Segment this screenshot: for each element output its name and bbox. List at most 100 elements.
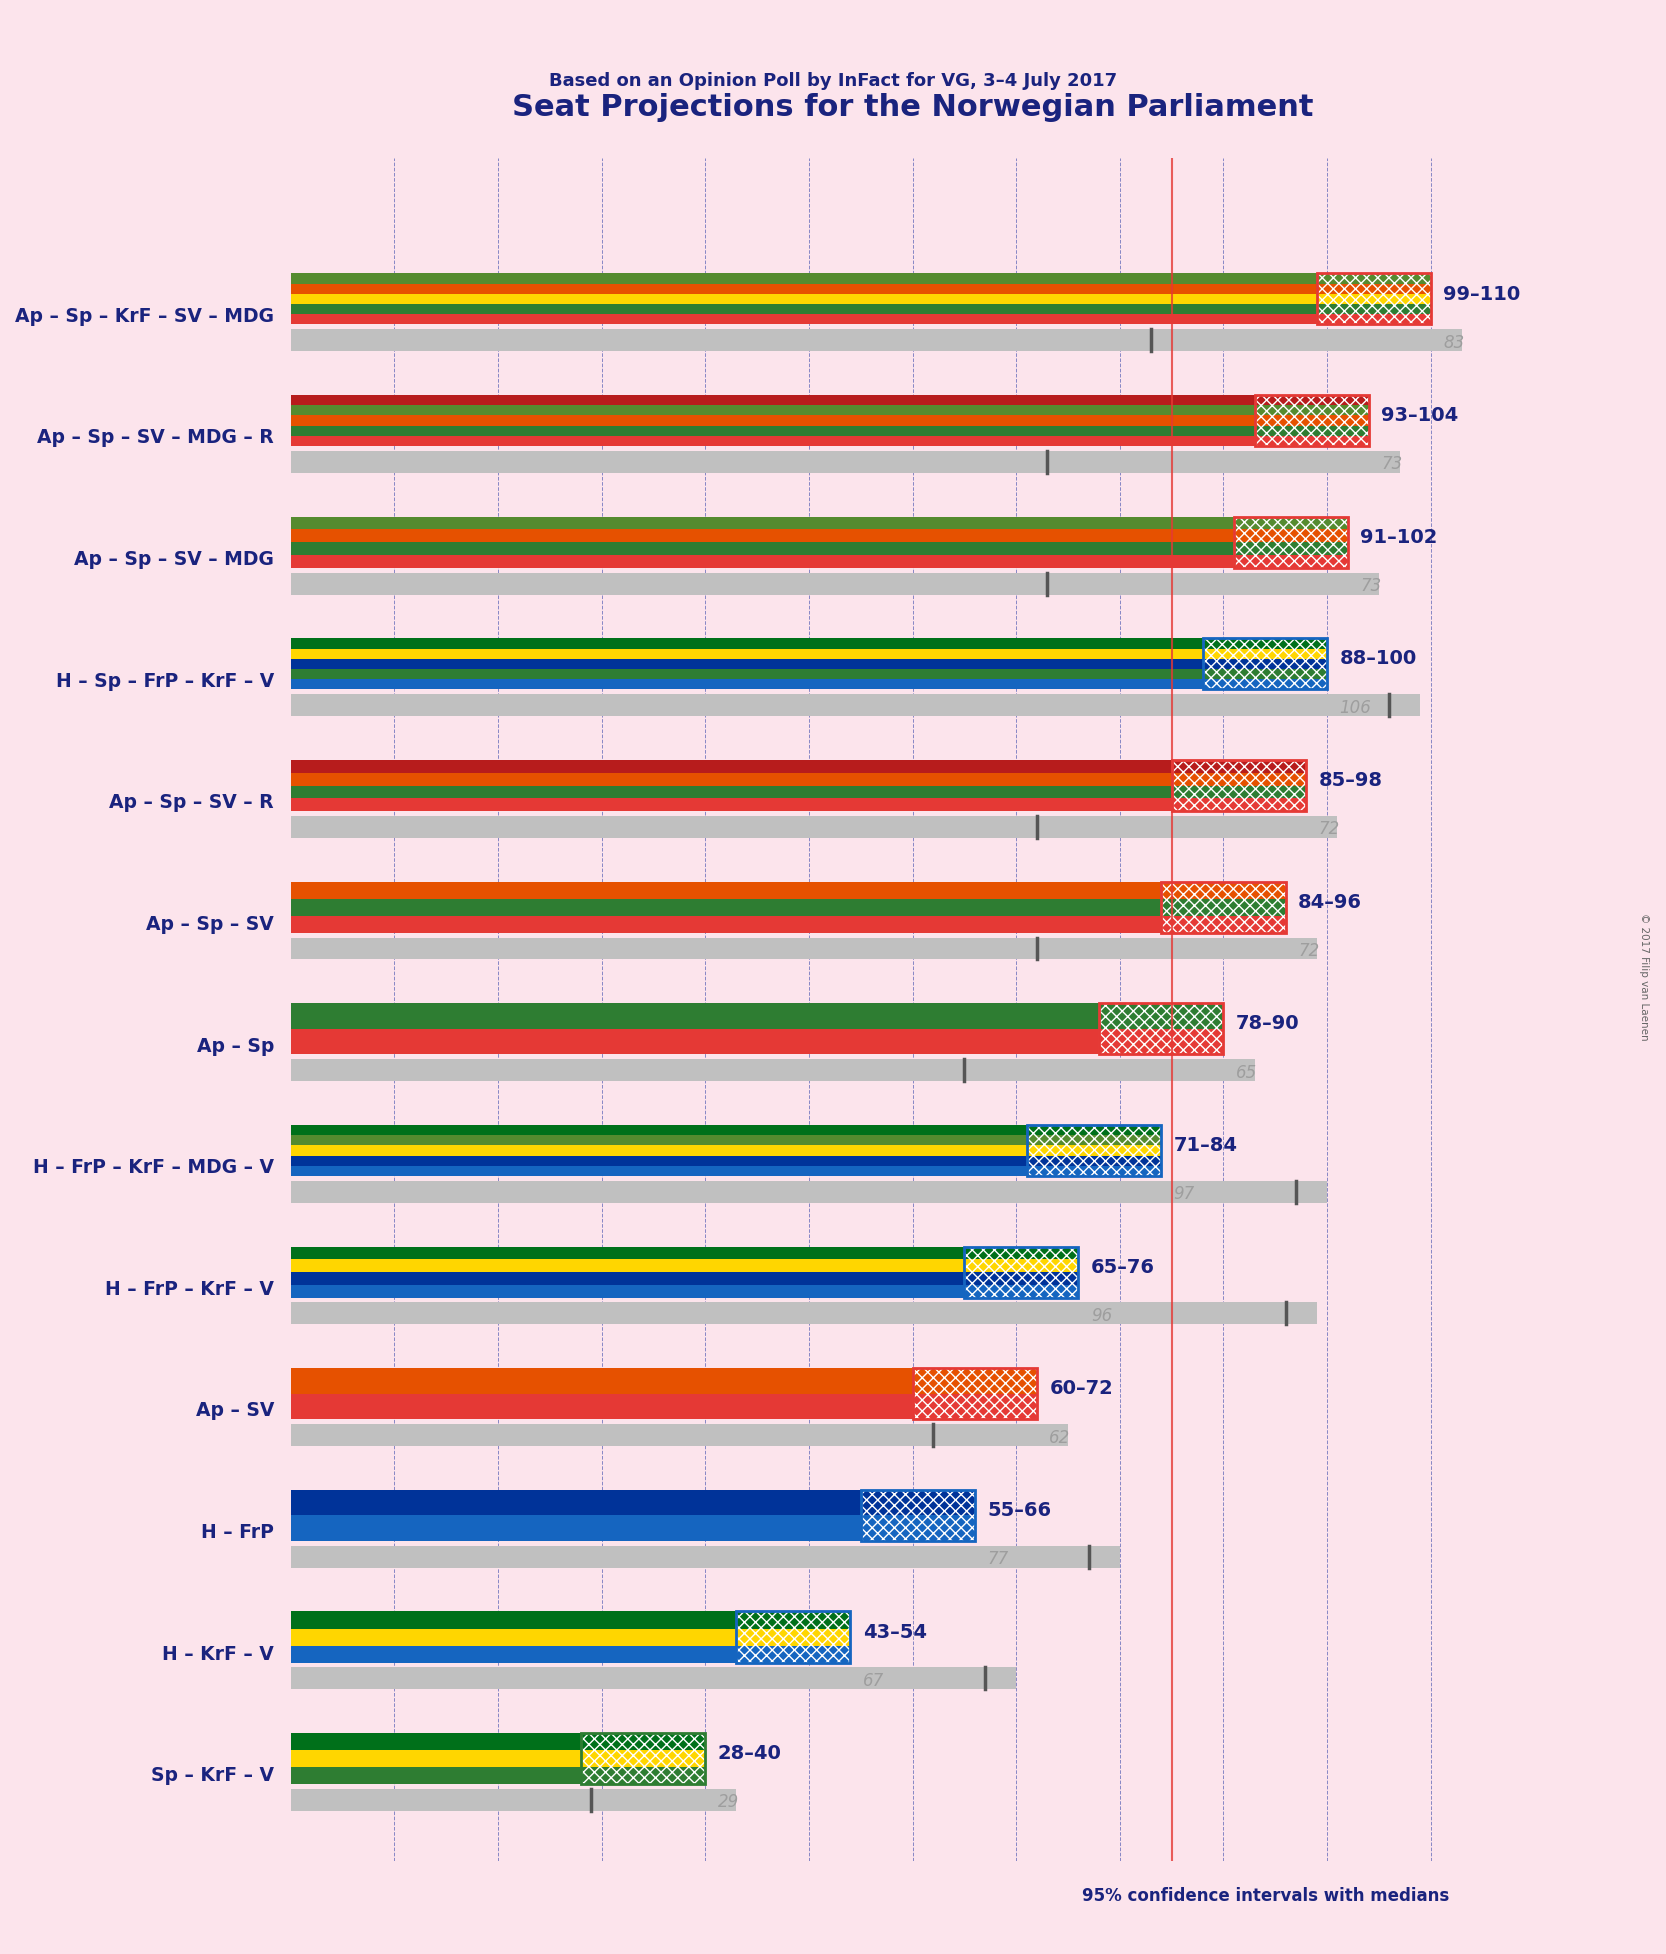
Bar: [1026, 1135, 1161, 1145]
Bar: [290, 541, 1235, 555]
Bar: [290, 786, 1171, 799]
Bar: [290, 1612, 736, 1628]
Bar: [290, 1002, 1100, 1030]
Text: 84–96: 84–96: [1298, 893, 1363, 913]
Bar: [1171, 772, 1306, 786]
Bar: [965, 1286, 1078, 1297]
Text: 43–54: 43–54: [863, 1622, 926, 1641]
Bar: [861, 1516, 975, 1542]
Bar: [1171, 760, 1306, 772]
Text: 99–110: 99–110: [1443, 285, 1521, 303]
Bar: [290, 436, 1254, 446]
Bar: [1161, 899, 1286, 916]
Bar: [290, 305, 1316, 315]
Bar: [1161, 881, 1286, 932]
Bar: [1316, 274, 1431, 324]
Bar: [290, 573, 1379, 594]
Text: 62: 62: [1050, 1428, 1071, 1446]
Bar: [965, 1247, 1078, 1297]
Bar: [1026, 1145, 1161, 1155]
Text: 65: 65: [1236, 1063, 1258, 1083]
Text: 60–72: 60–72: [1050, 1380, 1113, 1399]
Bar: [1161, 916, 1286, 932]
Bar: [1161, 881, 1286, 932]
Bar: [1026, 1126, 1161, 1176]
Bar: [1254, 395, 1368, 404]
Bar: [290, 772, 1171, 786]
Bar: [290, 1790, 736, 1811]
Bar: [1203, 658, 1328, 668]
Bar: [913, 1368, 1036, 1419]
Bar: [1171, 760, 1306, 811]
Text: 78–90: 78–90: [1236, 1014, 1299, 1034]
Bar: [290, 680, 1203, 690]
Text: 72: 72: [1319, 821, 1339, 838]
Bar: [1235, 516, 1348, 569]
Bar: [290, 1272, 965, 1286]
Bar: [290, 330, 1461, 352]
Bar: [290, 1030, 1100, 1055]
Bar: [290, 899, 1161, 916]
Bar: [290, 938, 1316, 959]
Bar: [1203, 639, 1328, 649]
Bar: [1316, 283, 1431, 293]
Bar: [1026, 1126, 1161, 1176]
Bar: [1254, 436, 1368, 446]
Text: 73: 73: [1381, 455, 1403, 473]
Bar: [290, 760, 1171, 772]
Text: 71–84: 71–84: [1175, 1135, 1238, 1155]
Bar: [1026, 1155, 1161, 1167]
Text: © 2017 Filip van Laenen: © 2017 Filip van Laenen: [1639, 913, 1649, 1041]
Bar: [290, 404, 1254, 416]
Bar: [1235, 516, 1348, 569]
Bar: [913, 1368, 1036, 1419]
Bar: [1316, 274, 1431, 283]
Bar: [736, 1612, 850, 1628]
Bar: [1235, 555, 1348, 569]
Bar: [290, 916, 1161, 932]
Bar: [1316, 274, 1431, 324]
Text: 28–40: 28–40: [718, 1745, 781, 1763]
Bar: [290, 1751, 581, 1766]
Bar: [290, 395, 1254, 404]
Bar: [290, 881, 1161, 899]
Bar: [290, 1766, 581, 1784]
Bar: [1161, 881, 1286, 899]
Bar: [290, 799, 1171, 811]
Bar: [290, 1167, 1026, 1176]
Bar: [290, 1424, 1068, 1446]
Bar: [1235, 541, 1348, 555]
Text: 55–66: 55–66: [988, 1501, 1051, 1520]
Bar: [1026, 1126, 1161, 1135]
Bar: [290, 658, 1203, 668]
Bar: [290, 1489, 861, 1516]
Bar: [1171, 786, 1306, 799]
Bar: [290, 1393, 913, 1419]
Bar: [581, 1766, 705, 1784]
Text: 72: 72: [1298, 942, 1319, 959]
Bar: [736, 1645, 850, 1663]
Bar: [290, 555, 1235, 569]
Bar: [290, 1546, 1120, 1567]
Bar: [1235, 530, 1348, 541]
Bar: [290, 1286, 965, 1297]
Bar: [290, 649, 1203, 658]
Bar: [290, 1247, 965, 1258]
Bar: [965, 1272, 1078, 1286]
Text: 91–102: 91–102: [1359, 528, 1438, 547]
Bar: [1100, 1002, 1223, 1055]
Bar: [290, 668, 1203, 680]
Bar: [1254, 416, 1368, 426]
Bar: [581, 1751, 705, 1766]
Bar: [290, 293, 1316, 305]
Bar: [290, 1645, 736, 1663]
Bar: [861, 1489, 975, 1542]
Bar: [1316, 315, 1431, 324]
Bar: [290, 817, 1338, 838]
Bar: [290, 283, 1316, 293]
Bar: [1203, 639, 1328, 690]
Bar: [290, 315, 1316, 324]
Bar: [1203, 680, 1328, 690]
Bar: [1203, 649, 1328, 658]
Bar: [1100, 1002, 1223, 1055]
